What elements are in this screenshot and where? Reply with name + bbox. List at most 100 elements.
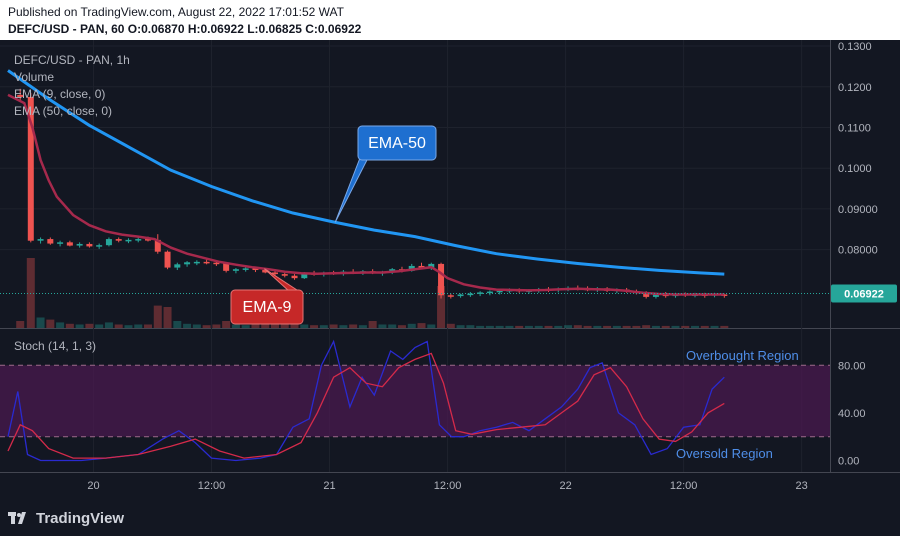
candle bbox=[115, 239, 122, 241]
stoch-k-line[interactable] bbox=[7, 339, 725, 462]
price-chart[interactable]: 0.1300 0.1200 0.1100 0.1000 0.09000 0.08000 2… bbox=[0, 40, 900, 500]
volume-bar bbox=[310, 325, 319, 328]
candle bbox=[47, 239, 54, 244]
candle bbox=[438, 263, 445, 296]
candle bbox=[76, 243, 83, 246]
candle bbox=[174, 264, 181, 268]
volume-bar bbox=[456, 325, 465, 328]
volume-bar bbox=[280, 324, 289, 328]
volume-bar bbox=[339, 325, 348, 328]
candle bbox=[301, 273, 308, 279]
volume-bar bbox=[681, 325, 690, 328]
stoch-d-line[interactable] bbox=[7, 352, 725, 459]
volume-bar bbox=[476, 325, 485, 328]
volume-bars bbox=[16, 258, 729, 328]
time-tick-label: 23 bbox=[796, 480, 808, 492]
stoch-tick-label: 40.00 bbox=[838, 408, 866, 420]
ema50-callout bbox=[357, 125, 437, 161]
volume-bar bbox=[515, 325, 524, 328]
ema9-callout-label: EMA-9 bbox=[243, 299, 292, 316]
candle bbox=[86, 243, 93, 247]
stoch-band bbox=[0, 365, 830, 437]
volume-bar bbox=[319, 325, 328, 328]
volume-bar bbox=[65, 323, 74, 328]
candle bbox=[486, 291, 493, 294]
price-tick-label: 0.1000 bbox=[838, 163, 872, 175]
time-tick-label: 12:00 bbox=[670, 480, 698, 492]
volume-bar bbox=[26, 258, 35, 328]
ema50-line[interactable] bbox=[7, 69, 725, 276]
candle bbox=[252, 268, 259, 271]
ema50-callout-label: EMA-50 bbox=[368, 135, 426, 152]
candle bbox=[643, 292, 650, 297]
legend-stoch: Stoch (14, 1, 3) bbox=[14, 339, 96, 353]
candle bbox=[37, 239, 44, 241]
stoch-tick-label: 0.00 bbox=[838, 455, 859, 467]
volume-bar bbox=[642, 325, 651, 328]
volume-bar bbox=[270, 323, 279, 328]
volume-bar bbox=[36, 317, 45, 328]
volume-bar bbox=[231, 324, 240, 328]
volume-bar bbox=[485, 325, 494, 328]
candle bbox=[105, 239, 112, 246]
volume-bar bbox=[358, 325, 367, 328]
candle bbox=[467, 293, 474, 296]
ema9-line[interactable] bbox=[7, 93, 725, 296]
volume-bar bbox=[564, 325, 573, 328]
volume-bar bbox=[632, 325, 641, 328]
volume-bar bbox=[183, 323, 192, 328]
price-tick-label: 0.09000 bbox=[838, 204, 878, 216]
volume-bar bbox=[329, 324, 338, 328]
volume-bar bbox=[534, 325, 543, 328]
candle bbox=[457, 294, 464, 297]
volume-bar bbox=[417, 323, 426, 328]
volume-bar bbox=[583, 325, 592, 328]
candle bbox=[96, 245, 103, 247]
volume-bar bbox=[603, 325, 612, 328]
volume-bar bbox=[612, 325, 621, 328]
volume-bar bbox=[397, 325, 406, 328]
candle bbox=[447, 295, 454, 297]
volume-bar bbox=[16, 321, 25, 328]
candle bbox=[271, 272, 278, 275]
brand-name: TradingView bbox=[36, 510, 125, 527]
volume-bar bbox=[593, 325, 602, 328]
volume-bar bbox=[407, 323, 416, 328]
candle bbox=[154, 239, 161, 252]
volume-bar bbox=[75, 324, 84, 328]
candle bbox=[164, 251, 171, 268]
candle bbox=[232, 269, 239, 271]
volume-bar bbox=[388, 324, 397, 328]
volume-bar bbox=[192, 324, 201, 328]
volume-bar bbox=[241, 325, 250, 328]
candle bbox=[496, 290, 503, 293]
candle bbox=[213, 262, 220, 265]
volume-bar bbox=[56, 322, 65, 328]
tradingview-logo-icon bbox=[8, 511, 26, 524]
price-tick-label: 0.1200 bbox=[838, 82, 872, 94]
candle bbox=[135, 239, 142, 241]
volume-bar bbox=[114, 324, 123, 328]
volume-bar bbox=[720, 325, 729, 328]
volume-bar bbox=[573, 325, 582, 328]
price-axis[interactable]: 0.1300 0.1200 0.1100 0.1000 0.09000 0.08000 bbox=[0, 41, 878, 257]
candle bbox=[184, 262, 191, 265]
price-pane[interactable] bbox=[0, 40, 830, 328]
volume-bar bbox=[437, 286, 446, 328]
oversold-label: Oversold Region bbox=[676, 446, 773, 461]
published-info: Published on TradingView.com, August 22,… bbox=[8, 5, 344, 19]
candle bbox=[27, 96, 34, 241]
volume-bar bbox=[622, 325, 631, 328]
volume-bar bbox=[349, 324, 358, 328]
time-tick-label: 12:00 bbox=[434, 480, 462, 492]
tradingview-brand[interactable]: TradingView bbox=[8, 510, 124, 527]
volume-bar bbox=[368, 321, 377, 328]
legend-symbol: DEFC/USD - PAN, 1h bbox=[14, 53, 130, 67]
time-tick-label: 21 bbox=[323, 480, 335, 492]
volume-bar bbox=[251, 324, 260, 328]
candle bbox=[145, 239, 152, 241]
time-tick-label: 20 bbox=[87, 480, 99, 492]
price-tick-label: 0.08000 bbox=[838, 245, 878, 257]
price-tick-label: 0.1100 bbox=[838, 122, 871, 134]
